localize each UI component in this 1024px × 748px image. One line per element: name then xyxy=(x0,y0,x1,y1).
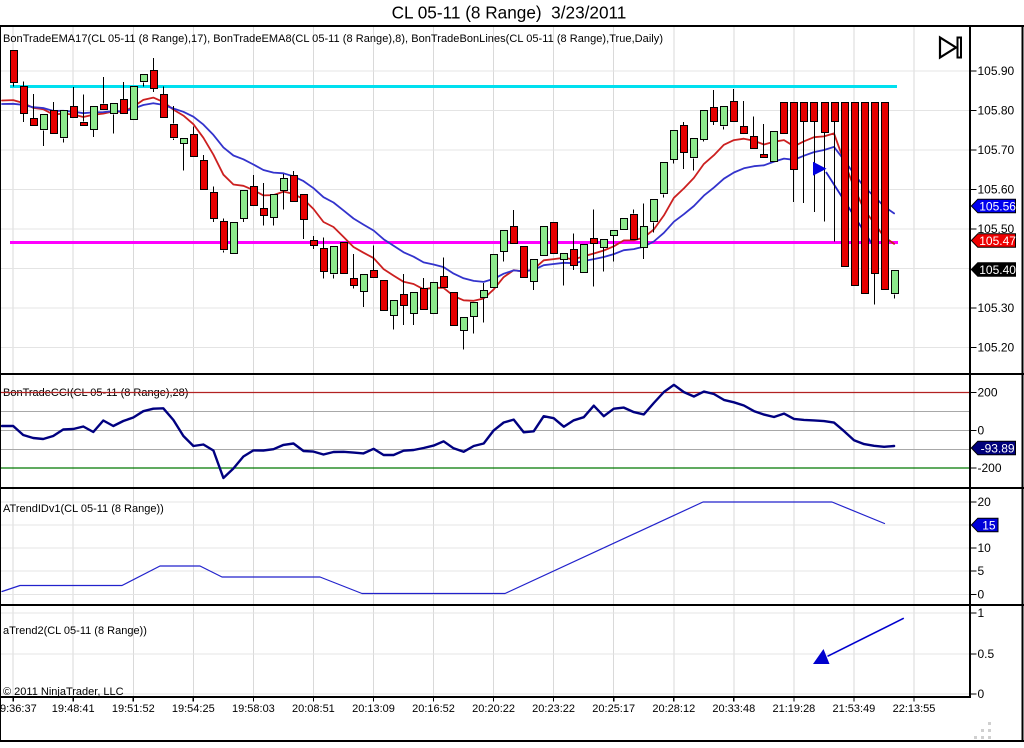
svg-text:20:28:12: 20:28:12 xyxy=(652,703,695,715)
svg-text:20:23:22: 20:23:22 xyxy=(532,703,575,715)
svg-text:105.90: 105.90 xyxy=(978,64,1015,78)
svg-text:105.60: 105.60 xyxy=(978,183,1015,197)
svg-text:20:08:51: 20:08:51 xyxy=(292,703,335,715)
svg-text:BonTradeEMA17(CL 05-11 (8 Rang: BonTradeEMA17(CL 05-11 (8 Range),17), Bo… xyxy=(3,33,663,45)
svg-text:20: 20 xyxy=(978,495,992,509)
svg-text:5: 5 xyxy=(978,564,985,578)
svg-text:21:19:28: 21:19:28 xyxy=(772,703,815,715)
svg-text:200: 200 xyxy=(978,386,998,400)
svg-text:105.47: 105.47 xyxy=(979,234,1016,248)
svg-text:19:51:52: 19:51:52 xyxy=(112,703,155,715)
svg-text:105.70: 105.70 xyxy=(978,143,1015,157)
svg-text:-200: -200 xyxy=(978,461,1002,475)
svg-text:0: 0 xyxy=(978,424,985,438)
svg-text:-93.89: -93.89 xyxy=(981,441,1015,455)
svg-text:0.5: 0.5 xyxy=(978,647,995,661)
svg-text:aTrend2(CL 05-11 (8 Range)): aTrend2(CL 05-11 (8 Range)) xyxy=(3,625,147,637)
svg-text:20:33:48: 20:33:48 xyxy=(712,703,755,715)
svg-text:22:13:55: 22:13:55 xyxy=(893,703,936,715)
svg-text:20:25:17: 20:25:17 xyxy=(592,703,635,715)
svg-text:20:20:22: 20:20:22 xyxy=(472,703,515,715)
svg-text:19:48:41: 19:48:41 xyxy=(52,703,95,715)
svg-text:© 2011 NinjaTrader, LLC: © 2011 NinjaTrader, LLC xyxy=(3,686,124,698)
svg-text:19:58:03: 19:58:03 xyxy=(232,703,275,715)
svg-text:105.30: 105.30 xyxy=(978,301,1015,315)
svg-text:19:54:25: 19:54:25 xyxy=(172,703,215,715)
svg-text:CL 05-11 (8 Range) 3/23/2011: CL 05-11 (8 Range) 3/23/2011 xyxy=(392,3,627,23)
svg-text:10: 10 xyxy=(978,541,992,555)
svg-text:15: 15 xyxy=(982,518,996,532)
svg-text:0: 0 xyxy=(978,588,985,602)
svg-text:0: 0 xyxy=(978,687,985,701)
svg-text:1: 1 xyxy=(978,606,985,620)
svg-text:20:13:09: 20:13:09 xyxy=(352,703,395,715)
svg-text:21:53:49: 21:53:49 xyxy=(832,703,875,715)
svg-text:20:16:52: 20:16:52 xyxy=(412,703,455,715)
svg-text:105.40: 105.40 xyxy=(979,263,1016,277)
svg-text:105.56: 105.56 xyxy=(979,199,1016,213)
svg-text:9:36:37: 9:36:37 xyxy=(0,703,37,715)
svg-text:ATrendIDv1(CL 05-11 (8 Range)): ATrendIDv1(CL 05-11 (8 Range)) xyxy=(3,503,164,515)
svg-text:105.20: 105.20 xyxy=(978,341,1015,355)
svg-text:105.50: 105.50 xyxy=(978,222,1015,236)
svg-text:105.80: 105.80 xyxy=(978,104,1015,118)
